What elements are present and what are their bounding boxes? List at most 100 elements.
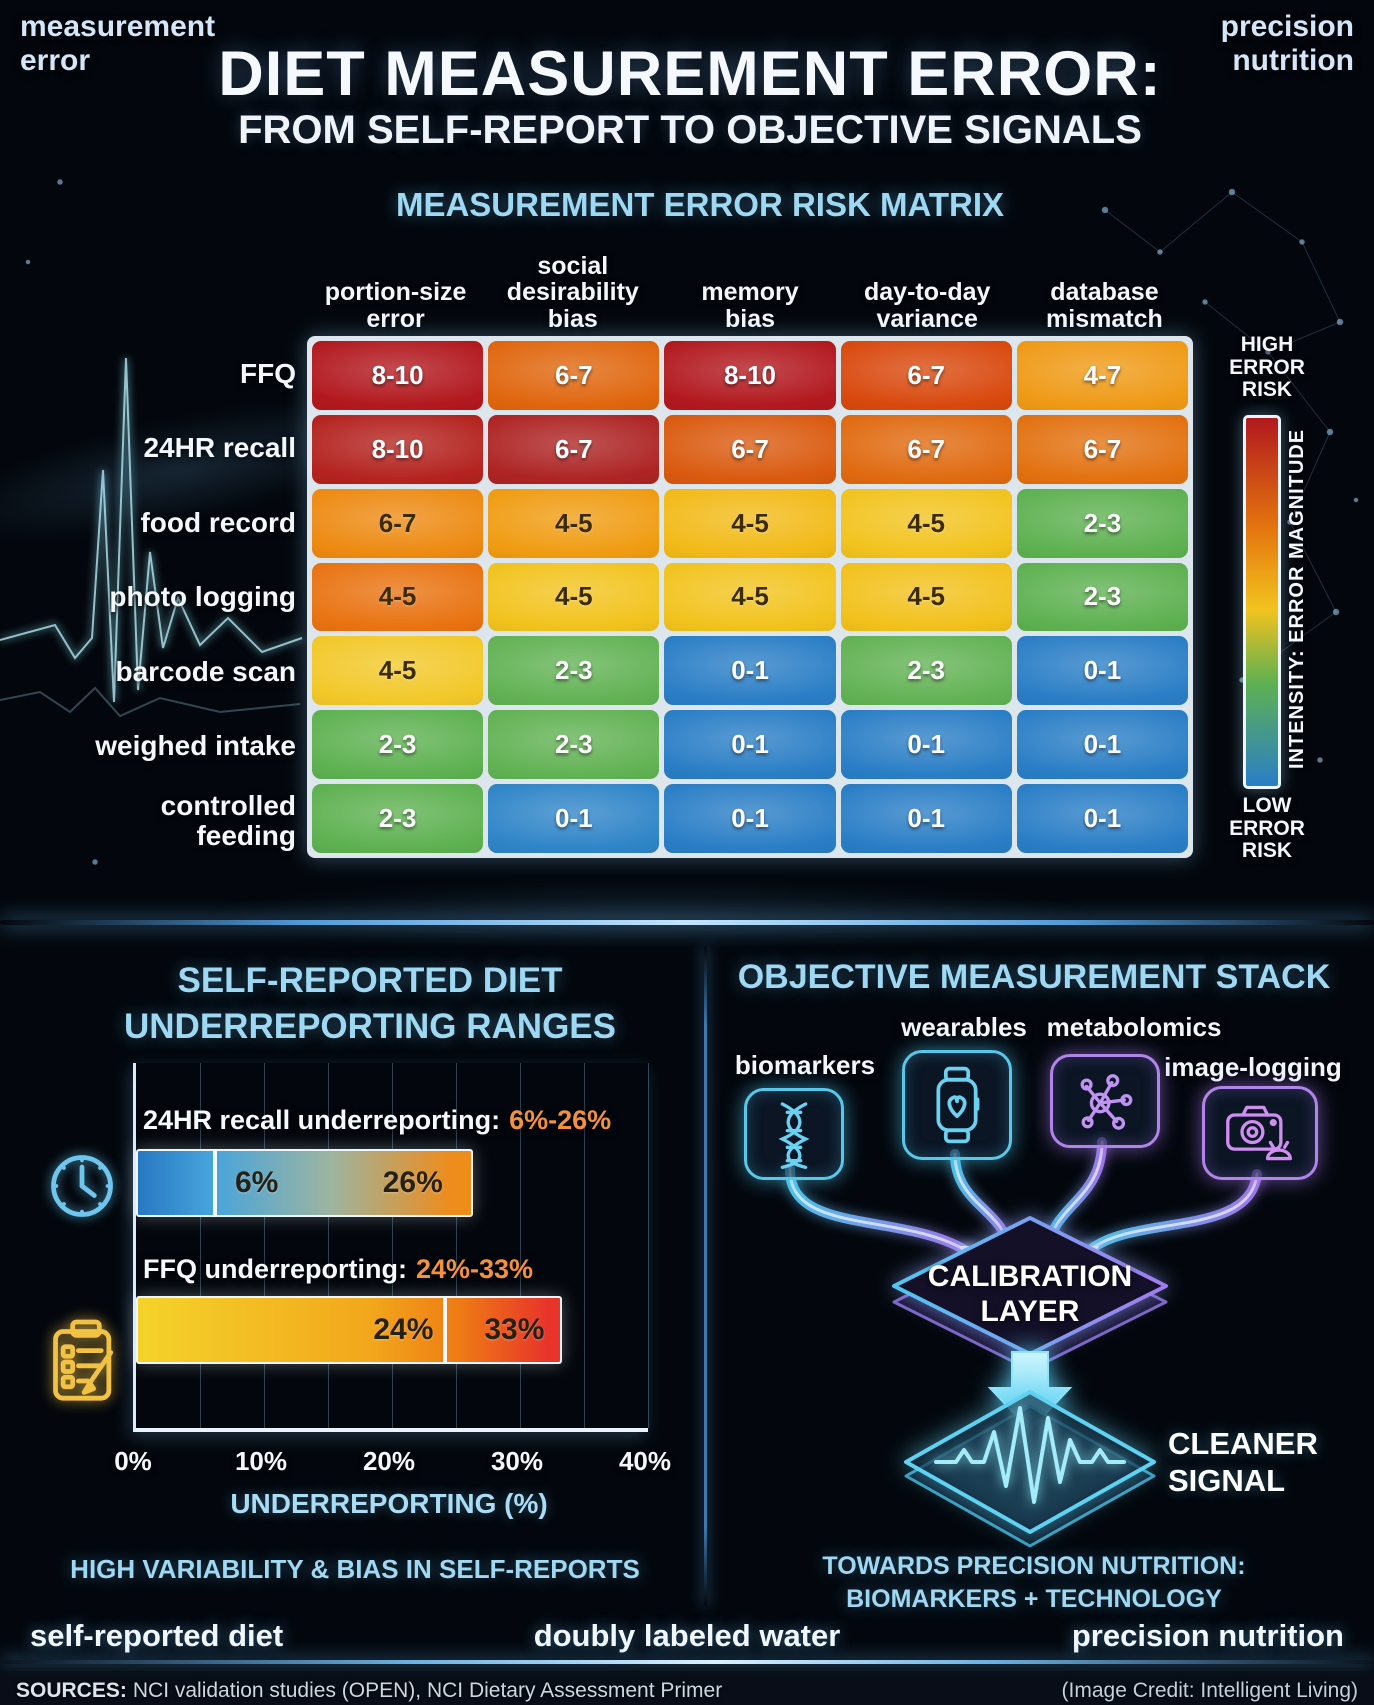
matrix-cell: 0-1	[1016, 784, 1188, 853]
plot-gridline	[392, 1063, 393, 1428]
matrix-cell: 4-5	[664, 488, 836, 558]
flow-tubes	[782, 1134, 1265, 1258]
plot-gridline	[456, 1063, 457, 1428]
camera-icon	[1226, 1105, 1292, 1161]
matrix-cell: 6-7	[840, 414, 1012, 484]
clipboard-icon	[53, 1319, 114, 1401]
down-arrow	[987, 1351, 1073, 1432]
molecule-icon	[1080, 1074, 1133, 1130]
page-subtitle: FROM SELF-REPORT TO OBJECTIVE SIGNALS	[238, 108, 1142, 152]
plot-gridline	[328, 1063, 329, 1428]
plot-gridline	[648, 1063, 649, 1428]
x-tick-label: 0%	[114, 1446, 152, 1476]
sources-band	[0, 1671, 1374, 1705]
matrix-cell: 0-1	[664, 710, 836, 780]
biomarkers-tile	[744, 1088, 844, 1180]
node-label-wearables: wearables	[901, 1012, 1027, 1042]
image-logging-tile	[1202, 1086, 1318, 1180]
matrix-column-header: memory bias	[701, 278, 799, 333]
matrix-cell: 0-1	[488, 784, 660, 853]
metabolomics-tile	[1050, 1054, 1160, 1148]
legend-gradient-bar	[1243, 415, 1281, 789]
matrix-cell: 4-5	[488, 488, 660, 558]
corner-label-measurement-error: measurement error	[20, 10, 216, 77]
x-tick-label: 10%	[234, 1446, 288, 1476]
cleaner-signal-shape	[904, 1390, 1156, 1548]
sources-line: SOURCES: NCI validation studies (OPEN), N…	[16, 1679, 722, 1703]
matrix-cell: 6-7	[488, 414, 660, 484]
matrix-cell: 0-1	[664, 784, 836, 853]
x-tick-label: 40%	[618, 1446, 672, 1476]
matrix-cell: 4-5	[664, 562, 836, 632]
waveform-glyph	[934, 1406, 1126, 1504]
node-label-biomarkers: biomarkers	[734, 1050, 876, 1080]
footer-item-doubly-labeled-water: doubly labeled water	[533, 1618, 841, 1653]
matrix-row-label: 24HR recall	[143, 432, 296, 464]
matrix-column-header: day-to-day variance	[864, 278, 991, 333]
matrix-row-label: photo logging	[109, 581, 296, 613]
clock-icon	[51, 1155, 113, 1217]
matrix-title: MEASUREMENT ERROR RISK MATRIX	[395, 186, 1005, 223]
matrix-cell: 2-3	[488, 636, 660, 706]
matrix-row-label: controlled feeding	[160, 790, 296, 851]
image-credit: (Image Credit: Intelligent Living)	[1061, 1679, 1358, 1702]
matrix-cell: 4-5	[312, 562, 484, 632]
matrix-cell: 2-3	[312, 784, 484, 853]
right-panel-caption: TOWARDS PRECISION NUTRITION: BIOMARKERS …	[822, 1552, 1246, 1613]
matrix-row-label: FFQ	[240, 357, 296, 389]
matrix-cell: 4-5	[312, 636, 484, 706]
plot-gridline	[264, 1063, 265, 1428]
matrix-cell: 8-10	[312, 341, 484, 410]
matrix-cell: 2-3	[312, 710, 484, 780]
matrix-cell: 2-3	[840, 636, 1012, 706]
matrix-cell: 4-5	[488, 562, 660, 632]
matrix-cell: 0-1	[840, 784, 1012, 853]
matrix-cell: 6-7	[312, 488, 484, 558]
underreporting-plot-area	[133, 1063, 649, 1432]
matrix-row-label: barcode scan	[115, 655, 296, 687]
x-tick-label: 30%	[490, 1446, 544, 1476]
watch-icon	[936, 1066, 980, 1144]
matrix-cell: 2-3	[1016, 562, 1188, 632]
matrix-cell: 0-1	[1016, 636, 1188, 706]
sources-label: SOURCES:	[16, 1679, 127, 1702]
matrix-column-header: portion-size error	[324, 278, 467, 333]
matrix-cell: 6-7	[664, 414, 836, 484]
cleaner-signal-label: CLEANER SIGNAL	[1168, 1426, 1318, 1498]
node-label-image-logging: image-logging	[1164, 1052, 1342, 1082]
node-label-metabolomics: metabolomics	[1046, 1012, 1222, 1042]
dna-icon	[778, 1102, 810, 1169]
legend-axis-label: INTENSITY: ERROR MAGNITUDE	[1286, 428, 1308, 770]
x-tick-label: 20%	[362, 1446, 416, 1476]
matrix-cell: 4-5	[840, 562, 1012, 632]
matrix-column-header: database mismatch	[1046, 278, 1163, 333]
matrix-cell: 6-7	[488, 341, 660, 410]
calibration-layer-label: CALIBRATION LAYER	[927, 1260, 1133, 1328]
footer-divider	[0, 1660, 1374, 1664]
matrix-column-header: social desirability bias	[506, 251, 639, 333]
matrix-cell: 6-7	[840, 341, 1012, 410]
matrix-cell: 8-10	[312, 414, 484, 484]
page-title: DIET MEASUREMENT ERROR:	[218, 39, 1162, 109]
risk-matrix-heatmap: 8-10 6-7 8-10 6-7 4-7 8-10 6-7 6-7 6-7 6-7 6-7 4-5 4…	[307, 336, 1193, 858]
matrix-cell: 4-7	[1016, 341, 1188, 410]
matrix-cell: 0-1	[664, 636, 836, 706]
corner-label-precision-nutrition: precision nutrition	[1220, 10, 1354, 77]
legend-high-label: HIGH ERROR RISK	[1229, 333, 1305, 402]
matrix-cell: 0-1	[1016, 710, 1188, 780]
plot-gridline	[584, 1063, 585, 1428]
matrix-cell: 8-10	[664, 341, 836, 410]
matrix-cell: 2-3	[1016, 488, 1188, 558]
left-panel-caption: HIGH VARIABILITY & BIAS IN SELF-REPORTS	[70, 1554, 640, 1584]
matrix-row-label: food record	[140, 506, 296, 538]
section-divider-horizontal	[0, 920, 1374, 925]
light-streak	[200, 880, 1100, 950]
matrix-cell: 4-5	[840, 488, 1012, 558]
plot-gridline	[520, 1063, 521, 1428]
section-divider-vertical	[704, 946, 707, 1606]
legend-low-label: LOW ERROR RISK	[1229, 794, 1305, 863]
matrix-row-label: weighed intake	[95, 730, 296, 762]
x-axis-title: UNDERREPORTING (%)	[230, 1488, 548, 1519]
underreporting-chart-title: SELF-REPORTED DIET UNDERREPORTING RANGES	[124, 961, 616, 1046]
